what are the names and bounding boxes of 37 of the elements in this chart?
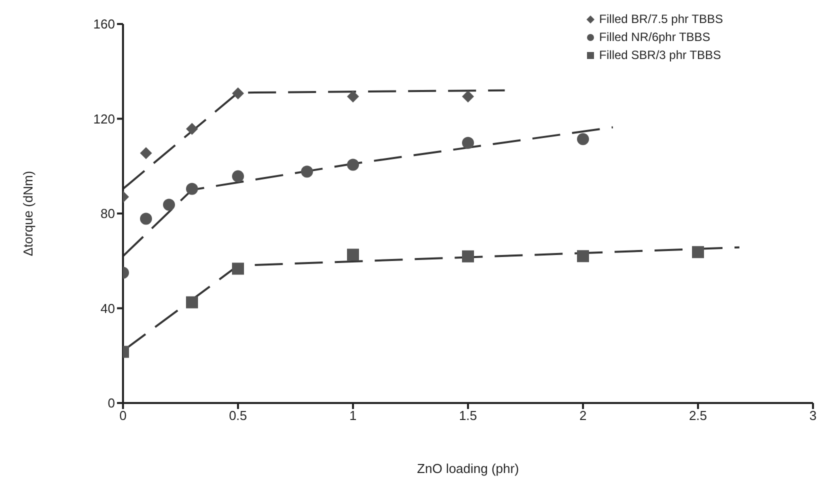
x-tick-label: 3 — [809, 408, 817, 424]
point — [301, 166, 313, 178]
x-tick-label: 0.5 — [228, 408, 248, 424]
line-series — [123, 126, 614, 258]
point — [462, 90, 474, 102]
y-tick-label: 80 — [100, 206, 115, 222]
point — [347, 158, 359, 171]
point — [577, 133, 589, 146]
legend-label: Filled BR/7.5 phr TBBS — [599, 11, 723, 28]
y-tick-label: 40 — [100, 300, 115, 316]
x-tick-label: 2.5 — [688, 408, 708, 424]
point — [232, 87, 244, 100]
point — [347, 90, 359, 102]
x-tick-label: 2 — [579, 408, 587, 424]
point — [462, 250, 474, 262]
y-axis-title: Δtorque (dNm) — [20, 170, 36, 256]
x-axis-title: ZnO loading (phr) — [417, 461, 519, 476]
legend-label: Filled NR/6phr TBBS — [599, 29, 710, 46]
point — [232, 170, 244, 182]
point — [692, 246, 704, 258]
point — [140, 212, 152, 225]
x-tick-label: 0 — [119, 408, 127, 424]
point — [462, 136, 474, 149]
legend-label: Filled SBR/3 phr TBBS — [599, 47, 721, 64]
x-tick-label: 1 — [349, 408, 357, 424]
point — [232, 262, 244, 275]
point — [577, 250, 589, 262]
x-tick-label: 1.5 — [458, 408, 478, 424]
y-tick-label: 160 — [93, 16, 115, 32]
point — [347, 248, 359, 261]
y-tick-label: 120 — [93, 111, 115, 126]
point — [163, 198, 175, 211]
point — [186, 122, 198, 135]
point — [140, 147, 152, 160]
y-tick-label: 0 — [108, 396, 115, 411]
point — [186, 182, 198, 195]
point — [186, 296, 198, 308]
